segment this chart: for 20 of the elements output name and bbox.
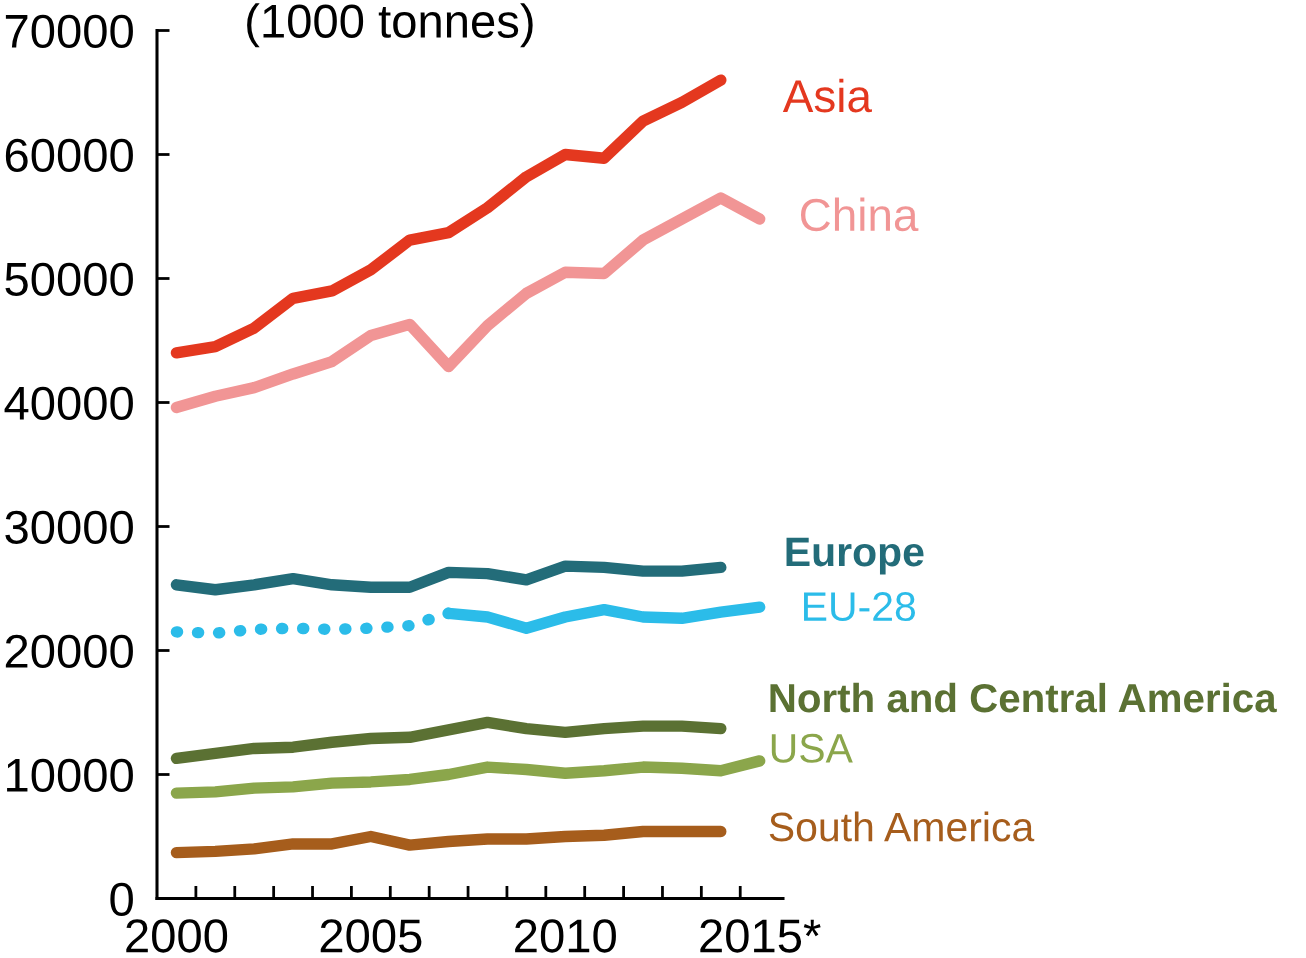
series-label: Europe: [786, 537, 924, 575]
y-tick-label: 0: [110, 882, 133, 917]
series-label: Asia: [782, 78, 872, 113]
y-tick-label: 10000: [7, 758, 133, 793]
x-tick-label: 2010: [515, 919, 616, 953]
series-label: China: [801, 197, 919, 232]
y-tick-label: 20000: [5, 634, 133, 669]
series-label: EU-28: [804, 592, 916, 622]
y-tick-label: 50000: [5, 262, 133, 297]
x-tick-label: 2000: [126, 919, 228, 953]
y-tick-label: 30000: [5, 510, 133, 545]
y-tick-label: 70000: [5, 14, 133, 49]
x-tick-label: 2015*: [700, 919, 821, 953]
series-label: South America: [769, 811, 1035, 842]
series-label: USA: [771, 733, 853, 763]
series-label: North and Central America: [770, 682, 1277, 713]
y-tick-label: 60000: [5, 138, 133, 173]
y-axis-title: (1000 tonnes): [247, 3, 533, 48]
y-tick-label: 40000: [4, 386, 133, 421]
x-tick-label: 2005: [320, 919, 422, 953]
